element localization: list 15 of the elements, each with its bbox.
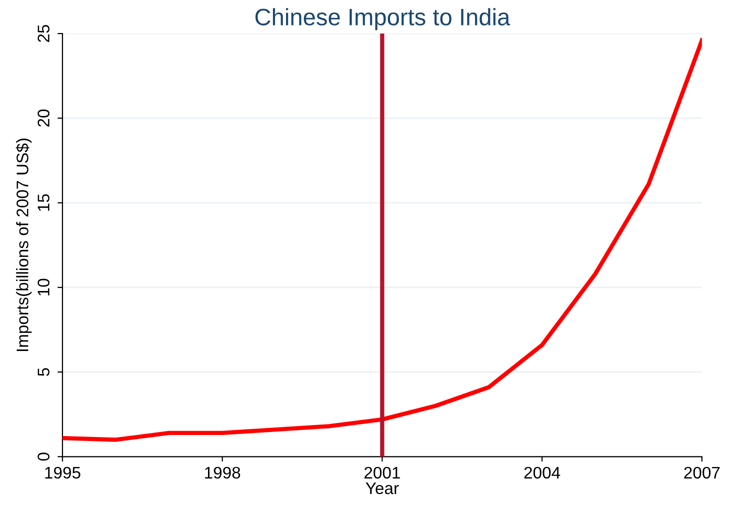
line-series — [62, 38, 702, 442]
y-tick-label: 5 — [38, 368, 50, 376]
x-tick-label: 2007 — [684, 466, 720, 479]
chart-title: Chinese Imports to India — [255, 8, 510, 30]
y-tick-label: 20 — [38, 110, 50, 127]
y-axis-title: Imports(billions of 2007 US$) — [16, 138, 32, 352]
x-tick-label: 1995 — [45, 466, 80, 479]
y-tick-label: 15 — [38, 194, 50, 211]
y-tick-label: 10 — [38, 278, 50, 296]
x-tick-label: 2004 — [524, 466, 560, 479]
x-axis-title: Year — [366, 482, 399, 494]
y-tick-label: 0 — [38, 452, 50, 461]
y-tick-label: 25 — [38, 24, 50, 42]
x-tick-label: 1998 — [205, 466, 240, 479]
x-tick-label: 2001 — [364, 466, 400, 479]
